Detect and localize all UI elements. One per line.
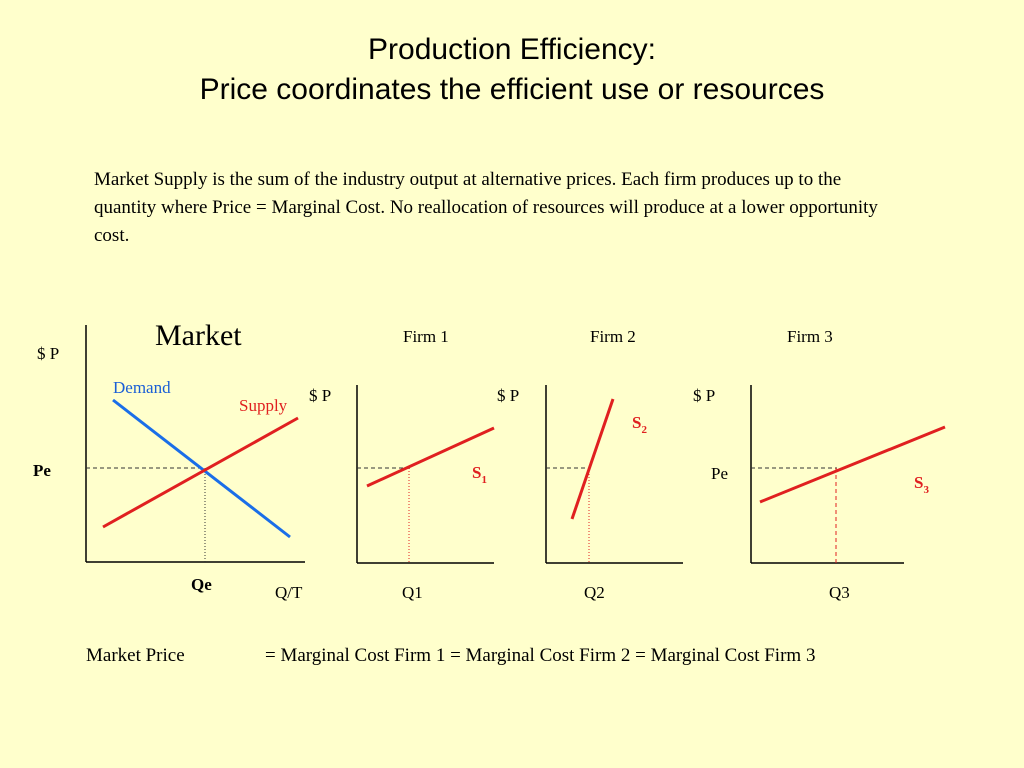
firm-1-supply-curve xyxy=(366,426,495,488)
firm-1-panel: Firm 1 $ P S1 Q1 xyxy=(309,327,495,602)
market-title: Market xyxy=(155,319,242,352)
firm-1-curve-subscript: 1 xyxy=(481,474,487,486)
firm-3-price-label: Pe xyxy=(711,464,728,483)
market-x-axis-label: Q/T xyxy=(275,583,303,602)
market-supply-curve xyxy=(102,416,299,529)
firm-2-title: Firm 2 xyxy=(590,327,636,346)
formula-right: = Marginal Cost Firm 1 = Marginal Cost F… xyxy=(265,645,816,666)
firm-3-panel: Firm 3 $ P Pe S3 Q3 xyxy=(693,327,946,602)
demand-label: Demand xyxy=(113,378,171,397)
firm-1-y-axis-label: $ P xyxy=(309,386,331,405)
demand-curve xyxy=(112,398,291,539)
firm-2-y-axis-label: $ P xyxy=(497,386,519,405)
title-line-2: Price coordinates the efficient use or r… xyxy=(199,73,825,106)
firm-3-supply-curve xyxy=(759,425,946,504)
firm-3-curve-label: S3 xyxy=(914,473,929,496)
market-panel: Market $ P Demand Supply Pe Qe Q/T xyxy=(33,319,305,602)
firm-3-quantity-label: Q3 xyxy=(829,583,850,602)
supply-label: Supply xyxy=(239,396,288,415)
firm-1-curve-label: S1 xyxy=(472,463,487,486)
description-text: Market Supply is the sum of the industry… xyxy=(94,169,878,246)
firm-1-curve-letter: S xyxy=(472,463,481,482)
firm-2-quantity-label: Q2 xyxy=(584,583,605,602)
firm-1-title: Firm 1 xyxy=(403,327,449,346)
market-price-label: Pe xyxy=(33,461,51,480)
market-y-axis-label: $ P xyxy=(37,344,59,363)
firm-1-quantity-label: Q1 xyxy=(402,583,423,602)
firm-2-curve-letter: S xyxy=(632,413,641,432)
firm-3-title: Firm 3 xyxy=(787,327,833,346)
title-line-1: Production Efficiency: xyxy=(368,33,656,66)
firm-3-y-axis-label: $ P xyxy=(693,386,715,405)
firm-3-curve-letter: S xyxy=(914,473,923,492)
firm-2-curve-subscript: 2 xyxy=(641,424,647,436)
page-title: Production Efficiency: Price coordinates… xyxy=(0,30,1024,110)
firm-2-curve-label: S2 xyxy=(632,413,647,436)
firm-2-supply-curve xyxy=(570,398,615,520)
market-quantity-label: Qe xyxy=(191,575,212,594)
firm-3-curve-subscript: 3 xyxy=(923,484,929,496)
firm-2-panel: Firm 2 $ P S2 Q2 xyxy=(497,327,683,602)
formula-left: Market Price xyxy=(86,645,185,666)
